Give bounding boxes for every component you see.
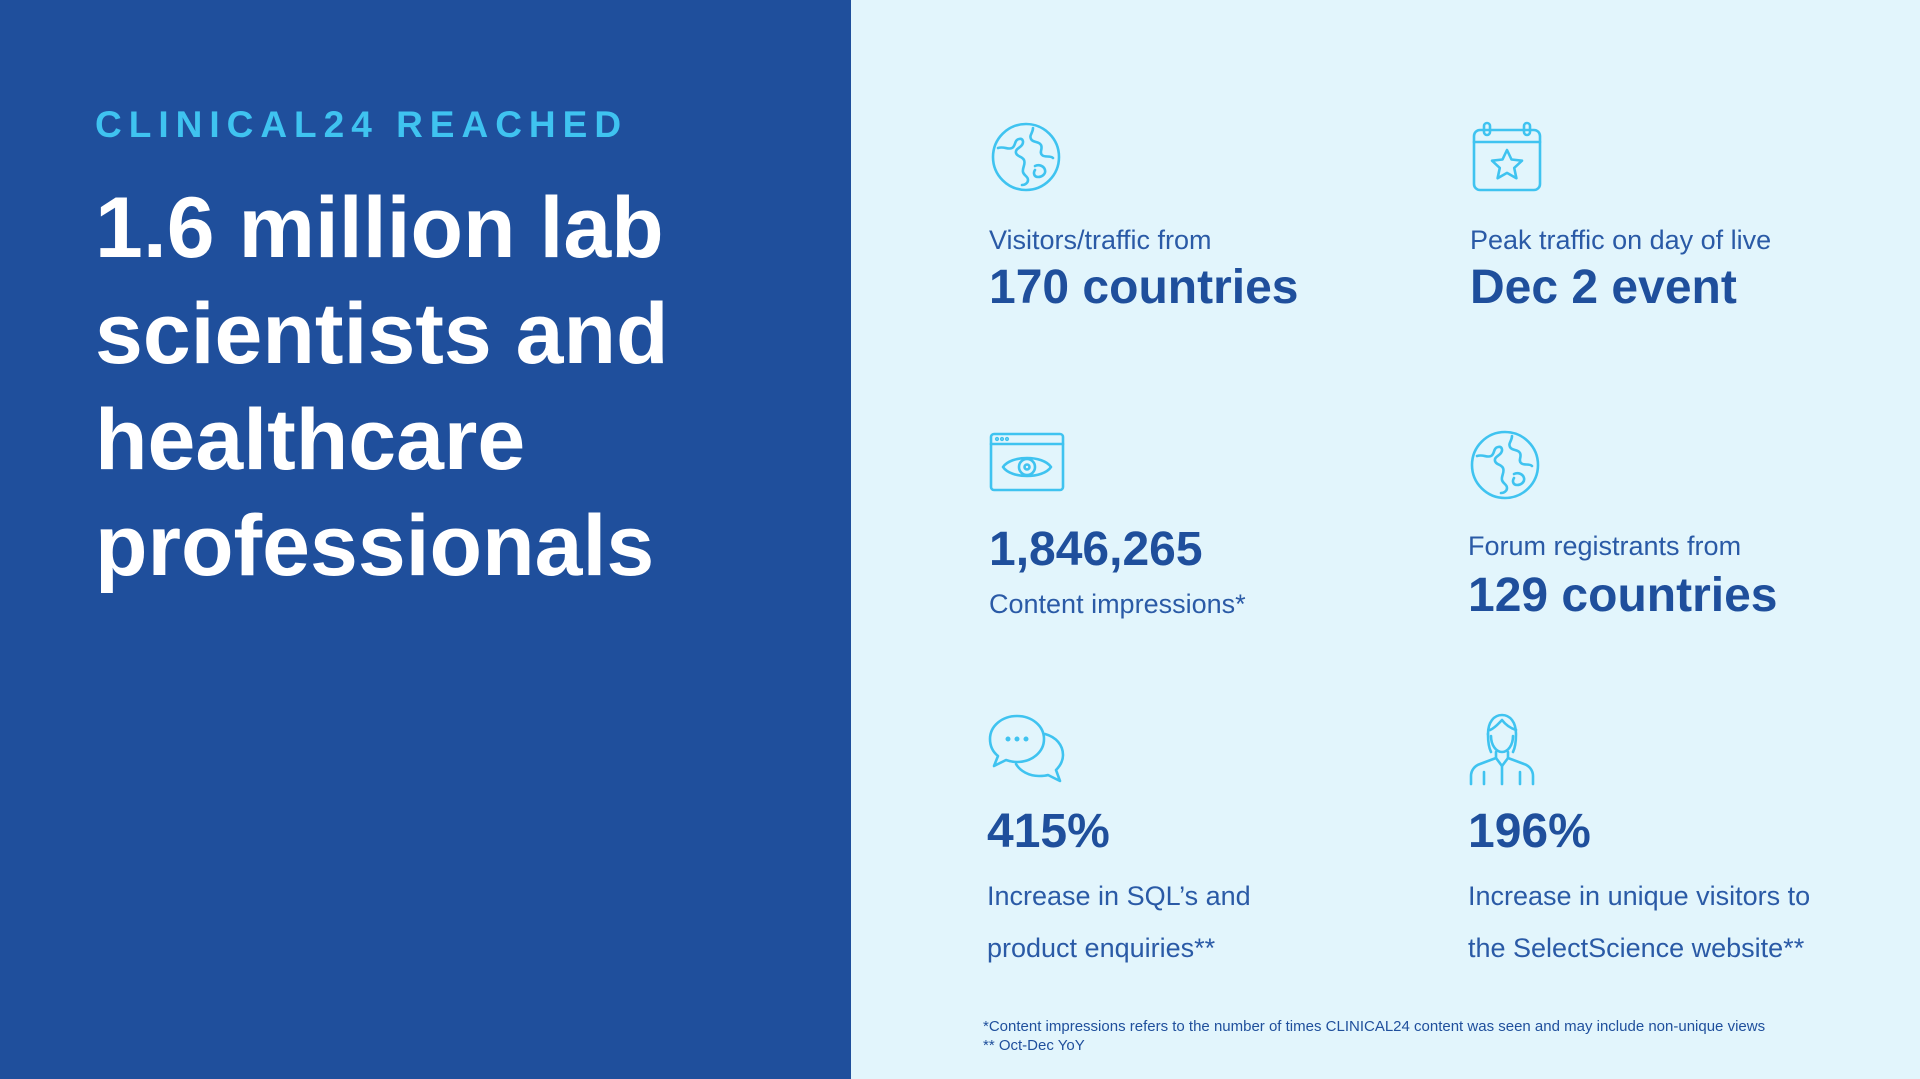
stat-sql-increase: 415% Increase in SQL’s and product enqui… (987, 712, 1251, 964)
stat-label: Visitors/traffic from (989, 225, 1212, 255)
browser-eye-icon (989, 432, 1065, 492)
stat-peak-traffic: Peak traffic on day of live Dec 2 event (1470, 120, 1771, 316)
stat-forum-registrants: Forum registrants from 129 countries (1468, 428, 1777, 624)
stat-label-line1: Increase in SQL’s and (987, 881, 1251, 911)
stat-label: Content impressions* (989, 589, 1246, 619)
left-panel: CLINICAL24 REACHED 1.6 million lab scien… (0, 0, 851, 1079)
calendar-star-icon (1470, 120, 1544, 194)
stat-value: 129 countries (1468, 569, 1778, 622)
footnote-yoy: ** Oct-Dec YoY (983, 1037, 1085, 1054)
stats-panel: Visitors/traffic from 170 countries Peak… (851, 0, 1920, 1079)
stat-value: 1,846,265 (989, 523, 1203, 576)
chat-bubbles-icon (987, 712, 1067, 786)
stat-content-impressions: 1,846,265 Content impressions* (989, 432, 1246, 620)
globe-icon (989, 120, 1063, 194)
headline: 1.6 million lab scientists and healthcar… (95, 180, 669, 594)
stat-label-line2: the SelectScience website** (1468, 933, 1805, 963)
stat-value: Dec 2 event (1470, 261, 1737, 314)
stat-label: Forum registrants from (1468, 531, 1742, 561)
eyebrow-title: CLINICAL24 REACHED (95, 104, 629, 145)
stat-visitors-countries: Visitors/traffic from 170 countries (989, 120, 1298, 316)
footnote-impressions: *Content impressions refers to the numbe… (983, 1018, 1766, 1035)
stat-value: 196% (1468, 805, 1591, 858)
stat-label-line1: Increase in unique visitors to (1468, 881, 1811, 911)
stat-value: 415% (987, 805, 1110, 858)
stat-value: 170 countries (989, 261, 1299, 314)
stat-unique-visitors: 196% Increase in unique visitors to the … (1468, 712, 1810, 964)
stat-label: Peak traffic on day of live (1470, 225, 1772, 255)
stat-label-line2: product enquiries** (987, 933, 1216, 963)
globe-icon (1468, 428, 1542, 502)
person-icon (1468, 712, 1536, 786)
footnotes: *Content impressions refers to the numbe… (983, 1017, 1765, 1055)
